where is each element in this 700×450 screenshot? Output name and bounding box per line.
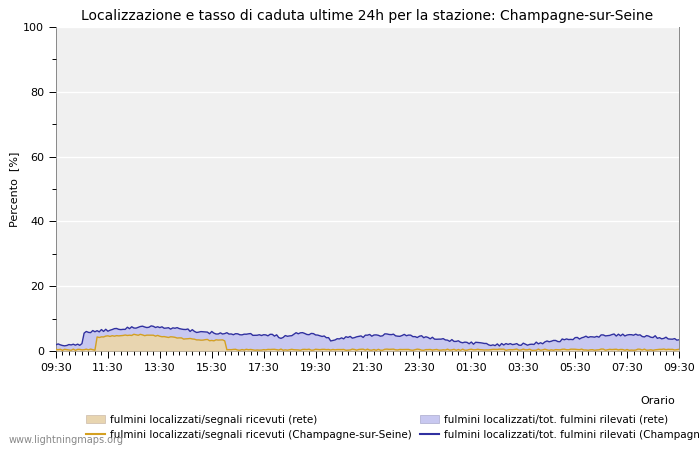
Legend: fulmini localizzati/segnali ricevuti (rete), fulmini localizzati/segnali ricevut: fulmini localizzati/segnali ricevuti (re…	[86, 414, 700, 440]
Text: Orario: Orario	[640, 396, 676, 406]
Title: Localizzazione e tasso di caduta ultime 24h per la stazione: Champagne-sur-Seine: Localizzazione e tasso di caduta ultime …	[81, 9, 654, 23]
Y-axis label: Percento  [%]: Percento [%]	[9, 151, 19, 227]
Text: www.lightningmaps.org: www.lightningmaps.org	[8, 435, 123, 445]
